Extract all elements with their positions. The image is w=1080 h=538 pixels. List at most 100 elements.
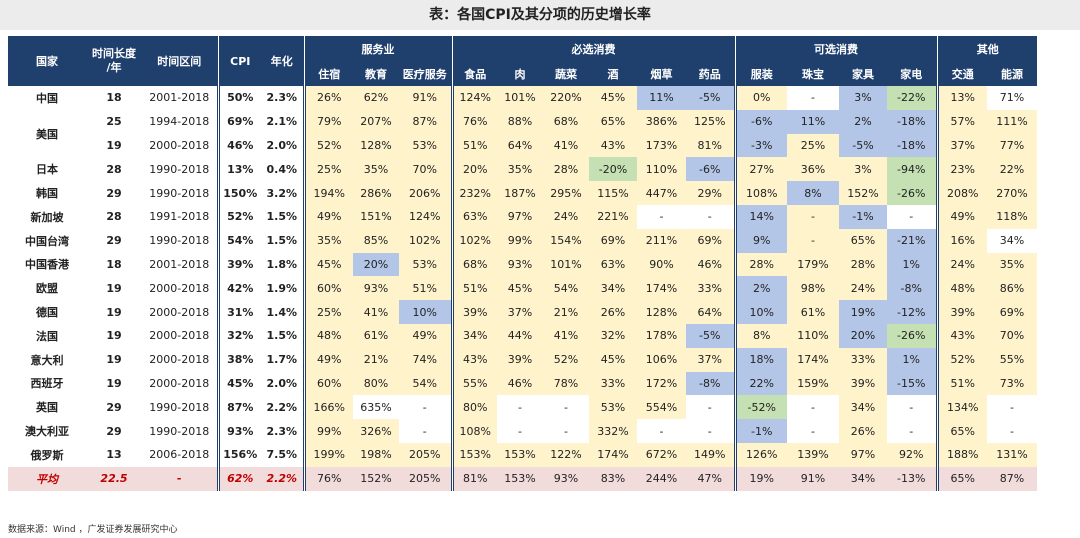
value-cell: 149% xyxy=(686,442,735,467)
value-cell: 71% xyxy=(987,86,1037,110)
value-cell: 13% xyxy=(935,86,987,110)
value-cell: 49% xyxy=(935,204,987,229)
value-cell: 51% xyxy=(399,276,452,301)
value-cell: 33% xyxy=(839,347,887,372)
value-cell: 32% xyxy=(589,323,637,348)
value-cell: 8% xyxy=(733,323,787,348)
table-row: 西班牙 19 2000-2018 45% 2.0% 60% 80% 54% 55% 46% 78% 3… xyxy=(8,371,1037,396)
value-cell: 128% xyxy=(637,300,686,324)
annual-cell: 2.0% xyxy=(261,133,304,158)
value-cell: 16% xyxy=(935,228,987,253)
value-cell: 286% xyxy=(353,181,399,205)
value-cell: 208% xyxy=(935,181,987,205)
cpi-cell: 31% xyxy=(216,300,261,324)
range-cell: 1994-2018 xyxy=(142,109,218,134)
table-row: 韩国 29 1990-2018 150% 3.2% 194% 286% 206% 232% 187… xyxy=(8,181,1037,205)
value-cell: 134% xyxy=(935,395,987,420)
value-cell: 34% xyxy=(450,323,497,348)
years-cell: 29 xyxy=(86,228,142,253)
subheader-12: 家电 xyxy=(887,61,937,86)
average-value: 205% xyxy=(399,466,452,491)
header-cpi: CPI xyxy=(216,36,261,86)
subheader-10: 珠宝 xyxy=(787,61,839,86)
value-cell: 125% xyxy=(686,109,735,134)
value-cell: 85% xyxy=(353,228,399,253)
value-cell: 93% xyxy=(353,276,399,301)
value-cell: - xyxy=(887,395,937,420)
subheader-13: 交通 xyxy=(935,61,987,86)
value-cell: 101% xyxy=(497,86,543,110)
value-cell: - xyxy=(787,419,839,443)
value-cell: 221% xyxy=(589,204,637,229)
country-cell: 新加坡 xyxy=(8,204,86,229)
subheader-2: 医疗服务 xyxy=(399,61,452,86)
value-cell: 60% xyxy=(302,276,353,301)
value-cell: -6% xyxy=(733,109,787,134)
range-cell: 2000-2018 xyxy=(142,276,218,301)
value-cell: - xyxy=(637,419,686,443)
value-cell: 152% xyxy=(839,181,887,205)
table-row: 意大利 19 2000-2018 38% 1.7% 49% 21% 74% 43% 39% 52% 4… xyxy=(8,347,1037,372)
value-cell: 188% xyxy=(935,442,987,467)
value-cell: 43% xyxy=(589,133,637,158)
value-cell: 8% xyxy=(787,181,839,205)
value-cell: 52% xyxy=(935,347,987,372)
value-cell: 79% xyxy=(302,109,353,134)
value-cell: 447% xyxy=(637,181,686,205)
table-row: 中国香港 18 2001-2018 39% 1.8% 45% 20% 53% 68% 93% 101… xyxy=(8,252,1037,277)
country-cell: 中国 xyxy=(8,86,86,110)
average-annual: 2.2% xyxy=(261,466,304,491)
annual-cell: 1.5% xyxy=(261,228,304,253)
table-row: 俄罗斯 13 2006-2018 156% 7.5% 199% 198% 205% 153% 15… xyxy=(8,442,1037,467)
years-cell: 18 xyxy=(86,252,142,277)
value-cell: - xyxy=(686,204,735,229)
value-cell: 45% xyxy=(497,276,543,301)
average-range: - xyxy=(142,466,218,491)
value-cell: 43% xyxy=(450,347,497,372)
value-cell: 43% xyxy=(935,323,987,348)
value-cell: -18% xyxy=(887,133,937,158)
value-cell: 25% xyxy=(787,133,839,158)
value-cell: -8% xyxy=(686,371,735,396)
value-cell: -5% xyxy=(686,323,735,348)
range-cell: 1991-2018 xyxy=(142,204,218,229)
value-cell: 27% xyxy=(733,157,787,182)
value-cell: 154% xyxy=(543,228,589,253)
value-cell: 21% xyxy=(353,347,399,372)
years-cell: 18 xyxy=(86,86,142,110)
value-cell: 93% xyxy=(497,252,543,277)
value-cell: 35% xyxy=(302,228,353,253)
value-cell: 77% xyxy=(987,133,1037,158)
value-cell: -26% xyxy=(887,323,937,348)
years-cell: 25 xyxy=(86,109,142,134)
cpi-cell: 46% xyxy=(216,133,261,158)
value-cell: 131% xyxy=(987,442,1037,467)
value-cell: 110% xyxy=(787,323,839,348)
header-years: 时间长度 /年 xyxy=(86,36,142,86)
value-cell: 211% xyxy=(637,228,686,253)
value-cell: 332% xyxy=(589,419,637,443)
value-cell: 20% xyxy=(353,252,399,277)
value-cell: 34% xyxy=(589,276,637,301)
value-cell: 9% xyxy=(733,228,787,253)
value-cell: 101% xyxy=(543,252,589,277)
average-value: 19% xyxy=(733,466,787,491)
average-cpi: 62% xyxy=(216,466,261,491)
header-range: 时间区间 xyxy=(142,36,218,86)
value-cell: 115% xyxy=(589,181,637,205)
value-cell: 151% xyxy=(353,204,399,229)
value-cell: 108% xyxy=(733,181,787,205)
annual-cell: 1.9% xyxy=(261,276,304,301)
value-cell: 232% xyxy=(450,181,497,205)
value-cell: - xyxy=(497,395,543,420)
country-cell: 德国 xyxy=(8,300,86,324)
value-cell: 20% xyxy=(839,323,887,348)
cpi-cell: 32% xyxy=(216,323,261,348)
cpi-cell: 45% xyxy=(216,371,261,396)
years-cell: 29 xyxy=(86,395,142,420)
value-cell: 64% xyxy=(497,133,543,158)
country-cell: 俄罗斯 xyxy=(8,442,86,467)
value-cell: -20% xyxy=(589,157,637,182)
value-cell: 166% xyxy=(302,395,353,420)
value-cell: 153% xyxy=(450,442,497,467)
